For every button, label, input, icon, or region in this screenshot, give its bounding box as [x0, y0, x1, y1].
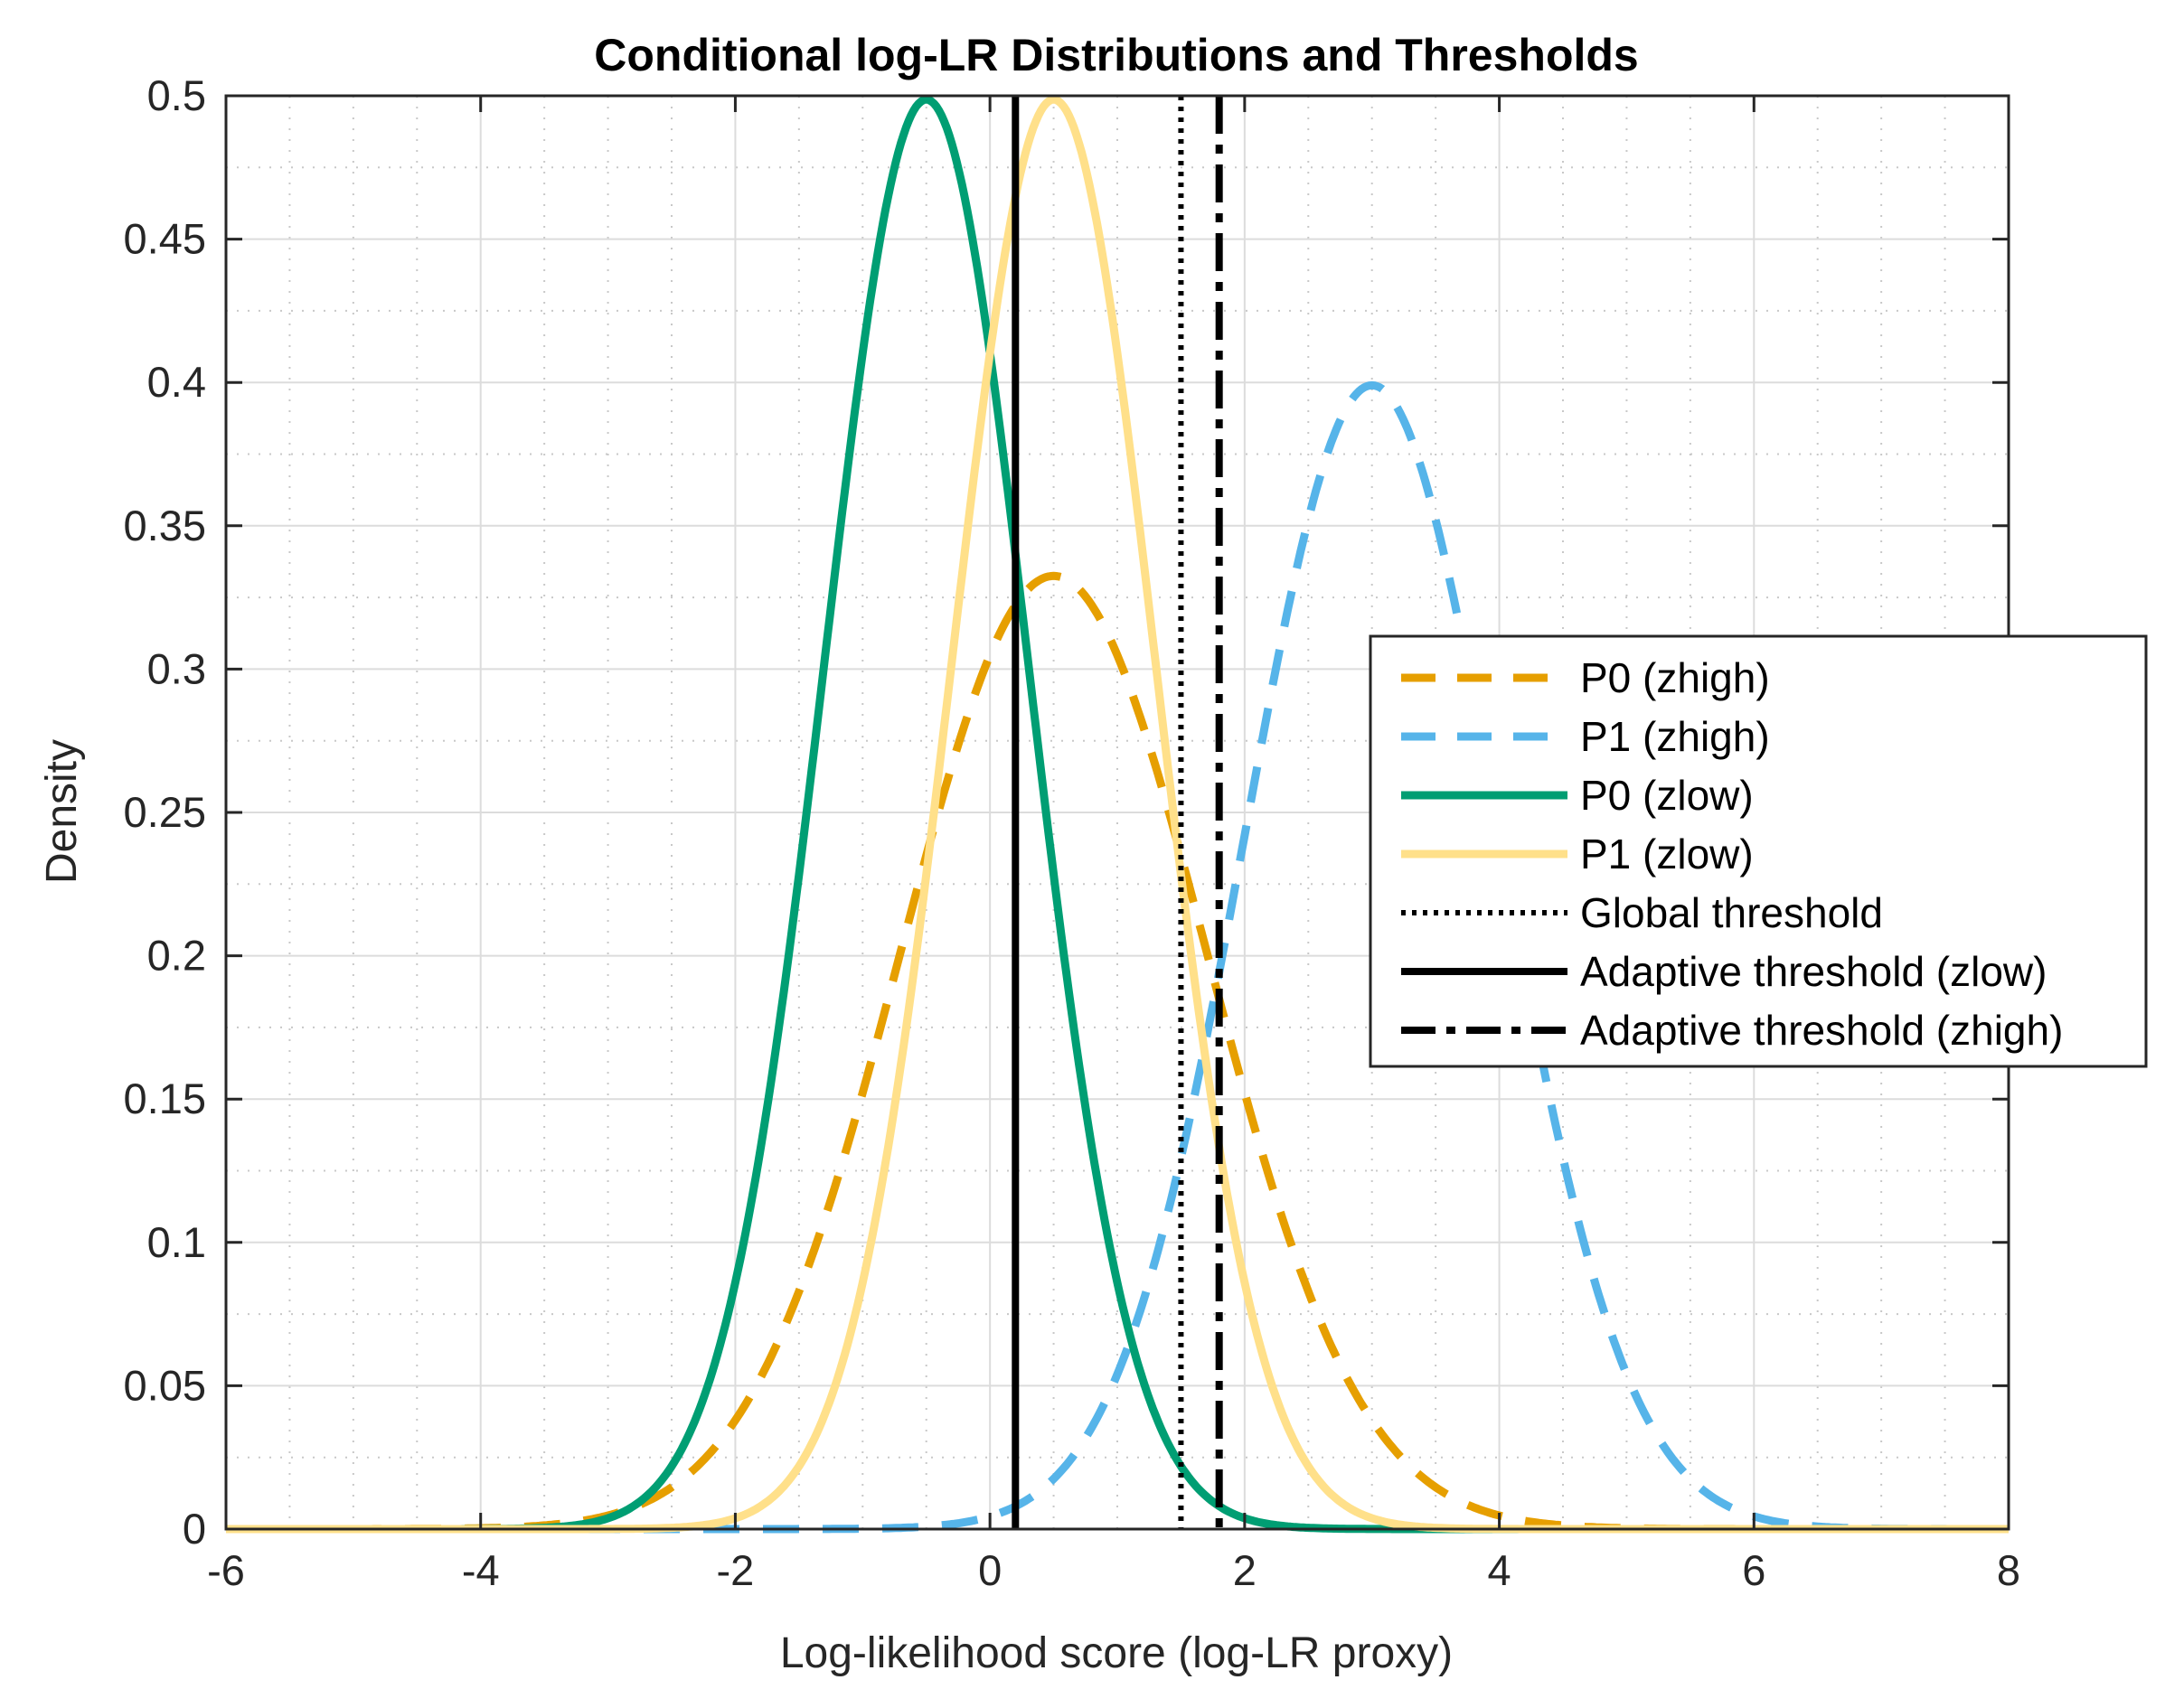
- chart-title: Conditional log-LR Distributions and Thr…: [594, 30, 1639, 80]
- y-tick-label: 0.3: [147, 644, 206, 692]
- y-tick-label: 0.15: [124, 1075, 206, 1122]
- x-axis-title: Log-likelihood score (log-LR proxy): [780, 1629, 1453, 1677]
- threshold-layer: [1012, 96, 1223, 1529]
- x-tick-label: 8: [1997, 1546, 2020, 1594]
- x-tick-label: -2: [717, 1546, 755, 1594]
- legend-label-p1-zhigh: P1 (zhigh): [1580, 713, 1770, 760]
- legend-label-p1-zlow: P1 (zlow): [1580, 831, 1754, 877]
- legend-label-p0-zhigh: P0 (zhigh): [1580, 654, 1770, 701]
- legend-label-adaptive-threshold-zhigh: Adaptive threshold (zhigh): [1580, 1007, 2063, 1054]
- series-line-p1-zhigh: [224, 380, 2010, 1534]
- y-tick-label: 0.45: [124, 215, 206, 263]
- x-tick-labels: -6 -4 -2 0 2 4 6 8: [207, 1546, 2020, 1594]
- y-tick-label: 0.35: [124, 502, 206, 549]
- y-axis-title: Density: [38, 739, 86, 884]
- y-tick-label: 0.05: [124, 1361, 206, 1409]
- y-tick-label: 0.25: [124, 788, 206, 836]
- legend: P0 (zhigh) P1 (zhigh) P0 (zlow) P1 (zlow) Gl…: [1369, 634, 2148, 1068]
- x-tick-label: 6: [1742, 1546, 1765, 1594]
- x-tick-label: 4: [1488, 1546, 1511, 1594]
- y-tick-labels: 0 0.05 0.1 0.15 0.2 0.25 0.3 0.35 0.4 0.45 0.5: [124, 71, 206, 1553]
- legend-label-adaptive-threshold-zlow: Adaptive threshold (zlow): [1580, 948, 2047, 995]
- x-tick-label: 0: [978, 1546, 1002, 1594]
- y-tick-label: 0.1: [147, 1218, 206, 1266]
- y-tick-label: 0.2: [147, 932, 206, 980]
- legend-label-global-threshold: Global threshold: [1580, 889, 1883, 936]
- x-tick-label: 2: [1233, 1546, 1257, 1594]
- y-tick-label: 0.4: [147, 358, 206, 406]
- x-tick-label: -6: [207, 1546, 245, 1594]
- x-tick-label: -4: [462, 1546, 500, 1594]
- legend-label-p0-zlow: P0 (zlow): [1580, 772, 1754, 819]
- y-tick-label: 0.5: [147, 71, 206, 119]
- y-tick-label: 0: [183, 1505, 206, 1553]
